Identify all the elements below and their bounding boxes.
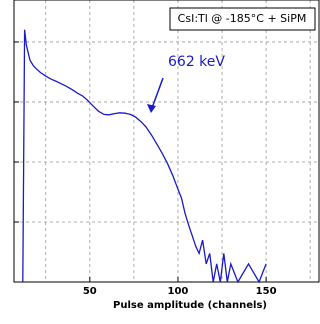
- series-line: [22, 29, 267, 284]
- plot-frame: [13, 0, 320, 283]
- legend-box: [169, 7, 316, 31]
- x-axis-label: Pulse amplitude (channels): [113, 300, 267, 311]
- arrow-head: [147, 104, 156, 113]
- x-tick-label: 100: [168, 286, 189, 297]
- x-tick-label: 150: [256, 286, 277, 297]
- annotation: 662 keV: [168, 54, 225, 70]
- annotation-arrow: [151, 77, 164, 109]
- x-tick-label: 50: [83, 286, 97, 297]
- legend-label: CsI:Tl @ -185°C + SiPM: [178, 12, 307, 25]
